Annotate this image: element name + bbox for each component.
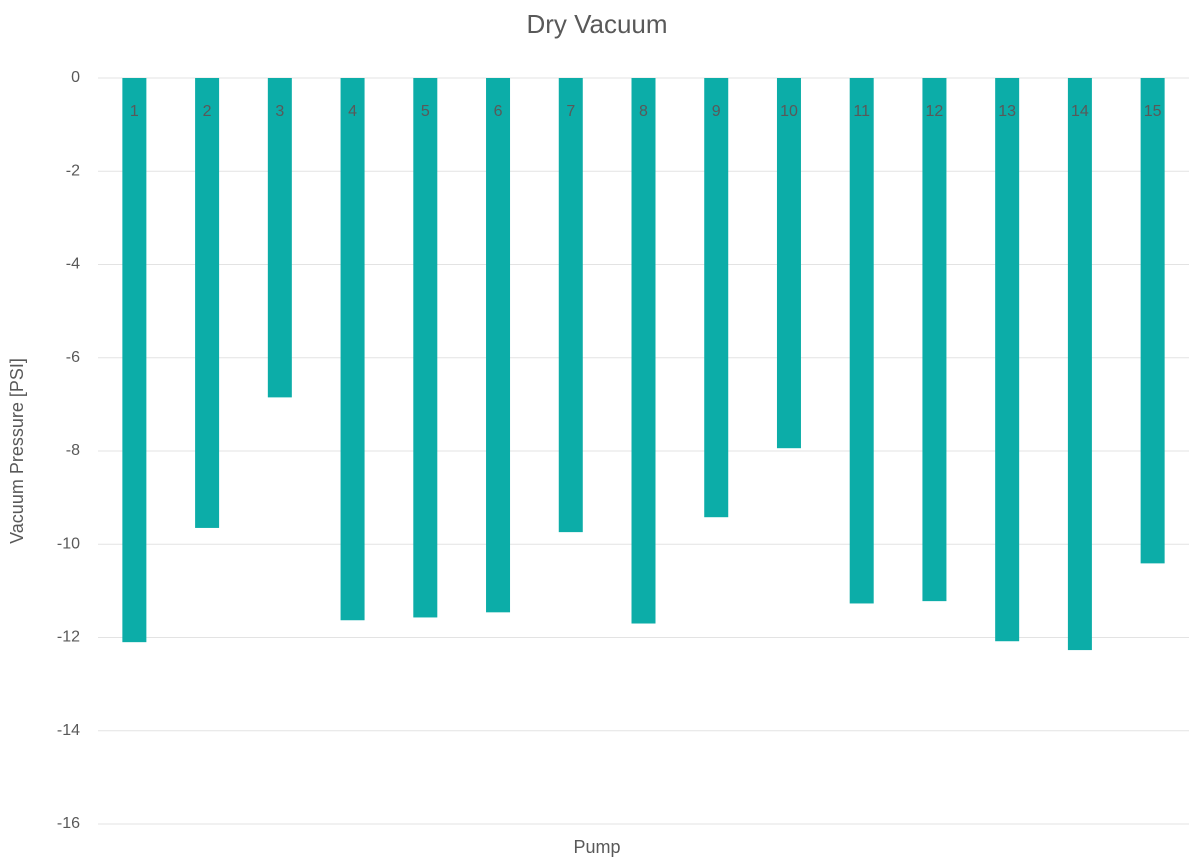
x-axis-label: Pump bbox=[573, 837, 620, 857]
x-tick-label: 11 bbox=[853, 103, 870, 120]
bar bbox=[122, 78, 147, 643]
bar bbox=[558, 78, 583, 533]
x-tick-label: 6 bbox=[494, 103, 503, 120]
y-tick-label: 0 bbox=[71, 69, 80, 86]
bar bbox=[922, 78, 947, 602]
x-tick-label: 4 bbox=[348, 103, 357, 120]
bar bbox=[486, 78, 511, 613]
x-tick-label: 14 bbox=[1071, 103, 1089, 120]
bar bbox=[631, 78, 656, 624]
bar bbox=[340, 78, 365, 621]
y-tick-label: -4 bbox=[66, 256, 80, 273]
x-tick-label: 15 bbox=[1144, 103, 1162, 120]
x-tick-label: 12 bbox=[926, 103, 944, 120]
x-tick-label: 3 bbox=[275, 103, 284, 120]
y-tick-label: -14 bbox=[57, 722, 80, 739]
y-axis-label: Vacuum Pressure [PSI] bbox=[7, 358, 27, 544]
x-tick-label: 7 bbox=[566, 103, 575, 120]
bar bbox=[267, 78, 292, 398]
x-tick-label: 10 bbox=[780, 103, 798, 120]
bar bbox=[413, 78, 438, 618]
chart-title: Dry Vacuum bbox=[526, 9, 667, 39]
bar bbox=[704, 78, 729, 518]
x-tick-label: 2 bbox=[203, 103, 212, 120]
bar bbox=[1067, 78, 1092, 651]
y-tick-label: -2 bbox=[66, 162, 80, 179]
y-tick-label: -16 bbox=[57, 815, 80, 832]
x-tick-label: 5 bbox=[421, 103, 430, 120]
x-tick-label: 8 bbox=[639, 103, 648, 120]
y-tick-label: -12 bbox=[57, 629, 80, 646]
x-tick-label: 9 bbox=[712, 103, 721, 120]
bar bbox=[776, 78, 801, 449]
y-tick-label: -8 bbox=[66, 442, 80, 459]
bar bbox=[849, 78, 874, 604]
bar bbox=[195, 78, 220, 528]
bar bbox=[995, 78, 1020, 642]
x-tick-label: 13 bbox=[998, 103, 1016, 120]
y-tick-label: -10 bbox=[57, 535, 80, 552]
x-tick-label: 1 bbox=[130, 103, 139, 120]
y-tick-label: -6 bbox=[66, 349, 80, 366]
bar bbox=[1140, 78, 1165, 564]
